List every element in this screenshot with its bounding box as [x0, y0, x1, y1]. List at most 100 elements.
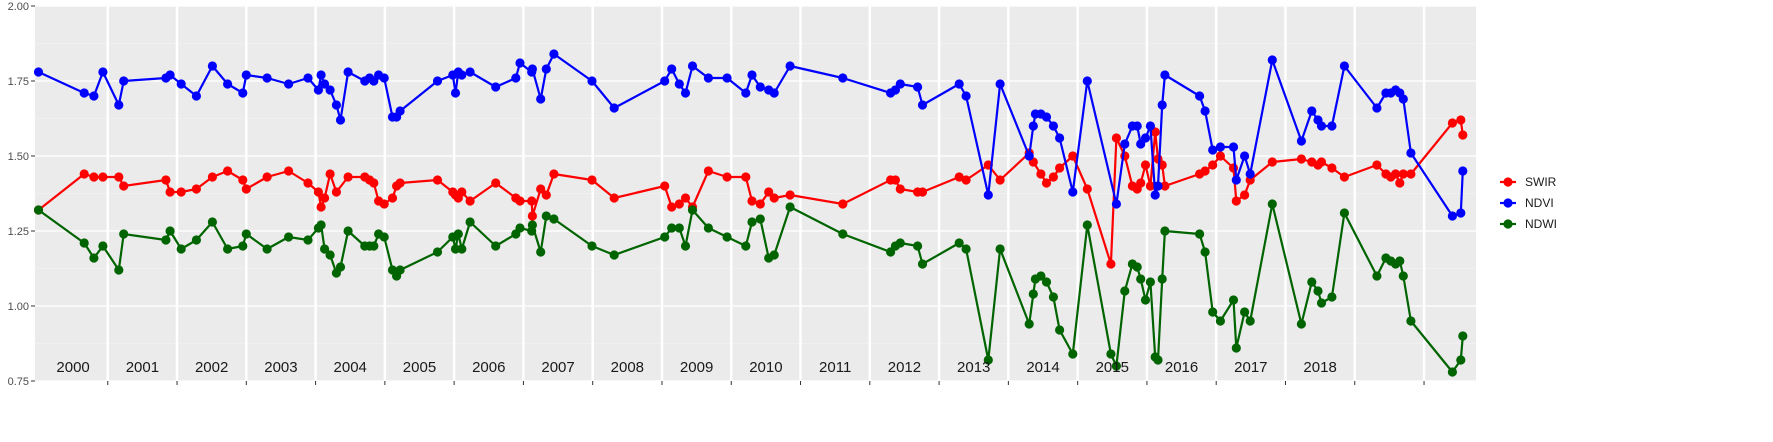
data-point-swir [890, 175, 901, 185]
data-point-ndwi [343, 226, 353, 236]
year-label: 2001 [126, 359, 159, 376]
data-point-swir [1231, 196, 1241, 206]
data-point-ndwi [325, 250, 335, 260]
data-point-swir [369, 178, 379, 188]
data-point-ndwi [284, 232, 294, 242]
y-tick-label: 1.50 [8, 151, 29, 163]
data-point-ndvi [1316, 121, 1327, 131]
y-tick-label: 1.00 [8, 301, 29, 313]
data-point-swir [527, 211, 538, 221]
data-point-ndvi [995, 79, 1005, 89]
data-point-ndvi [1048, 121, 1058, 131]
data-point-ndvi [1150, 190, 1160, 200]
data-point-ndvi [536, 94, 546, 104]
data-point-swir [961, 175, 971, 185]
data-point-ndwi [674, 223, 684, 233]
data-point-swir [680, 193, 691, 203]
data-point-ndwi [1106, 349, 1116, 359]
data-point-swir [331, 187, 341, 197]
data-point-ndvi [1372, 103, 1382, 113]
data-point-ndwi [1055, 325, 1065, 335]
data-point-ndvi [680, 88, 691, 98]
data-point-swir [207, 172, 217, 182]
data-point-swir [320, 193, 330, 203]
data-point-swir [1240, 190, 1250, 200]
data-point-ndwi [1228, 295, 1239, 305]
data-point-ndwi [491, 241, 501, 251]
data-point-ndwi [165, 226, 175, 236]
data-point-ndvi [379, 73, 389, 83]
data-point-swir [343, 172, 353, 182]
data-point-swir [161, 175, 171, 185]
data-point-ndvi [33, 67, 44, 77]
data-point-ndvi [660, 76, 670, 86]
y-tick-label: 2.00 [8, 1, 29, 13]
data-point-ndwi [457, 244, 467, 254]
data-point-ndwi [995, 244, 1005, 254]
data-point-ndvi [1195, 91, 1205, 101]
data-point-ndwi [703, 223, 714, 233]
year-label: 2000 [56, 359, 89, 376]
data-point-swir [674, 199, 684, 209]
data-point-swir [667, 202, 677, 212]
data-point-ndvi [1406, 148, 1416, 158]
data-point-ndvi [587, 76, 597, 86]
data-point-ndvi [722, 73, 732, 83]
data-point-swir [465, 196, 475, 206]
data-point-ndvi [1231, 175, 1241, 185]
data-point-ndvi [238, 88, 248, 98]
data-point-ndwi [1200, 247, 1210, 257]
data-point-ndvi [491, 82, 501, 92]
data-point-ndwi [1082, 220, 1092, 230]
data-point-ndwi [1153, 355, 1163, 365]
data-point-swir [895, 184, 905, 194]
data-point-ndwi [660, 232, 670, 242]
data-point-ndvi [303, 73, 313, 83]
data-point-swir [1048, 172, 1058, 182]
data-point-ndwi [755, 214, 765, 224]
data-point-swir [262, 172, 272, 182]
data-point-swir [387, 193, 398, 203]
data-point-ndvi [191, 91, 201, 101]
data-point-ndwi [541, 211, 551, 221]
data-point-ndvi [913, 82, 923, 92]
data-point-swir [1406, 169, 1416, 179]
year-label: 2004 [334, 359, 367, 376]
data-point-ndwi [1245, 316, 1255, 326]
data-point-ndwi [687, 205, 698, 215]
data-point-ndwi [335, 262, 346, 272]
data-point-ndvi [79, 88, 89, 98]
data-point-swir [1447, 118, 1457, 128]
data-point-ndvi [1267, 55, 1277, 65]
data-point-ndwi [1267, 199, 1277, 209]
data-point-ndwi [98, 241, 108, 251]
data-point-ndwi [527, 220, 538, 230]
year-label: 2012 [888, 359, 921, 376]
data-point-ndwi [1157, 274, 1167, 284]
data-point-ndwi [1068, 349, 1078, 359]
data-point-swir [703, 166, 714, 176]
data-point-ndwi [191, 235, 201, 245]
data-point-ndvi [114, 100, 124, 110]
data-point-swir [176, 187, 186, 197]
data-point-swir [1145, 181, 1155, 191]
data-point-ndwi [33, 205, 44, 215]
series-ndvi [33, 49, 1468, 221]
data-point-swir [1372, 160, 1382, 170]
data-point-swir [1458, 130, 1468, 140]
data-point-swir [165, 187, 175, 197]
data-point-ndwi [1160, 226, 1170, 236]
data-point-ndwi [961, 244, 971, 254]
year-label: 2008 [611, 359, 644, 376]
data-point-ndwi [1215, 316, 1225, 326]
data-point-ndvi [165, 70, 175, 80]
data-point-ndvi [313, 85, 323, 95]
data-point-ndwi [223, 244, 233, 254]
data-point-ndwi [895, 238, 905, 248]
data-point-ndvi [1157, 100, 1167, 110]
data-point-swir [1106, 259, 1116, 269]
year-label: 2014 [1026, 359, 1059, 376]
data-point-ndvi [207, 61, 217, 71]
legend-key-point [1503, 177, 1513, 187]
data-point-ndvi [838, 73, 848, 83]
